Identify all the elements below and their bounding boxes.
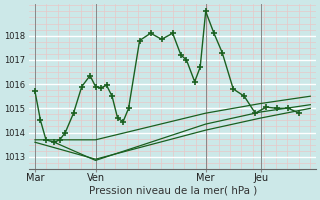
X-axis label: Pression niveau de la mer( hPa ): Pression niveau de la mer( hPa ) (89, 186, 257, 196)
